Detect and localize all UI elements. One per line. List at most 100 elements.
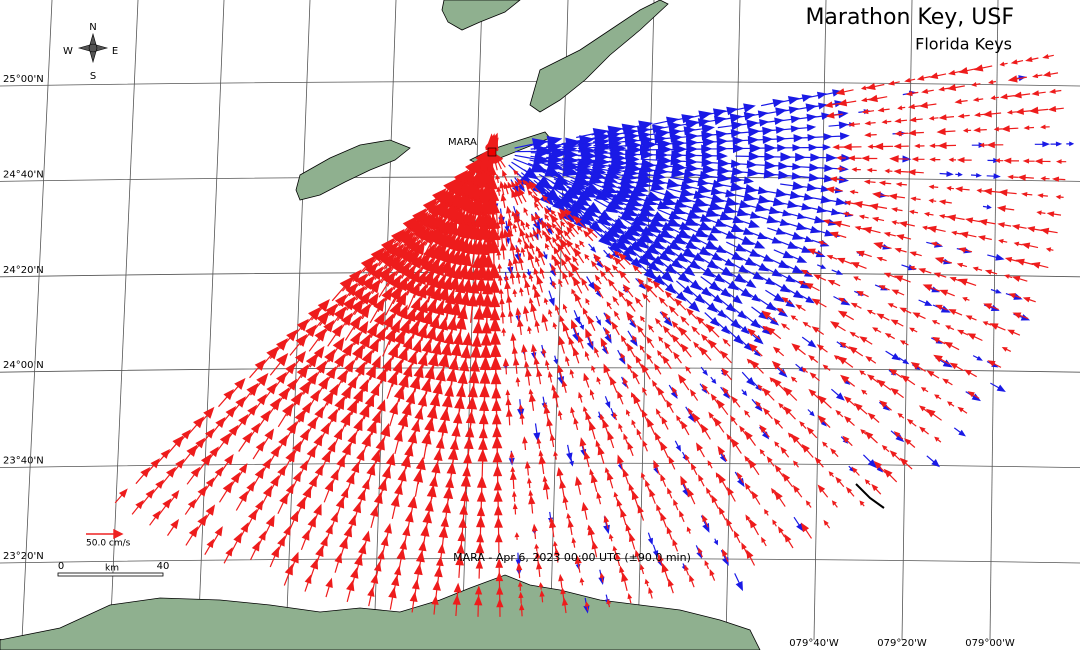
current-vector — [637, 278, 647, 289]
current-vector — [689, 389, 699, 401]
current-vector — [782, 472, 794, 488]
current-vector — [943, 341, 960, 351]
current-vector — [745, 194, 771, 204]
current-vector — [519, 286, 524, 297]
current-vector — [955, 171, 963, 177]
current-vector — [958, 247, 973, 253]
current-vector — [660, 203, 686, 215]
current-vector — [780, 446, 790, 458]
current-vector — [662, 230, 687, 245]
current-vector — [574, 476, 583, 495]
current-vector — [680, 475, 689, 493]
current-vector — [707, 210, 732, 221]
current-vector — [972, 97, 984, 102]
current-vector — [949, 362, 964, 371]
current-vector — [1036, 210, 1046, 216]
current-vector — [658, 296, 668, 307]
current-vector — [664, 290, 676, 302]
current-vector — [780, 181, 805, 191]
current-vector — [539, 589, 545, 603]
current-vector — [527, 325, 532, 334]
current-vector — [829, 231, 847, 239]
scale-unit: km — [105, 564, 119, 574]
current-vector — [577, 334, 584, 349]
current-vector — [700, 115, 727, 126]
current-vector — [612, 295, 620, 306]
current-vector — [925, 408, 942, 421]
current-vector — [686, 219, 713, 231]
current-vector — [1007, 75, 1028, 83]
current-vector — [761, 310, 778, 323]
current-vector — [502, 169, 508, 182]
current-vector — [984, 269, 998, 275]
current-vector — [893, 168, 909, 175]
current-vector — [929, 157, 941, 162]
lon-label: 079°20'W — [877, 638, 927, 649]
current-vector — [586, 226, 598, 239]
current-vector — [764, 508, 769, 516]
lon-line — [637, 0, 655, 641]
current-vector — [571, 262, 582, 280]
current-vector — [998, 189, 1017, 197]
current-vector — [530, 152, 563, 165]
current-vector — [829, 132, 850, 141]
current-vector — [541, 348, 547, 358]
current-vector — [557, 211, 569, 225]
current-vector — [957, 278, 977, 286]
current-vector — [545, 232, 554, 249]
current-vector — [158, 498, 172, 516]
current-vector — [561, 192, 588, 212]
current-vector — [562, 271, 569, 285]
current-vector — [688, 150, 714, 161]
current-vector — [660, 512, 667, 528]
current-vector — [780, 115, 801, 124]
current-vector — [607, 278, 618, 292]
current-vector — [827, 279, 841, 287]
current-vector — [873, 242, 892, 250]
current-vector — [499, 297, 505, 311]
current-vector — [883, 231, 896, 238]
current-vector — [767, 227, 786, 235]
current-vector — [1022, 158, 1035, 164]
current-vector — [574, 243, 581, 250]
current-vector — [962, 297, 970, 302]
current-vector — [516, 177, 525, 189]
current-vector — [744, 410, 751, 418]
current-vector — [608, 253, 615, 260]
current-vector — [802, 321, 812, 328]
current-vector — [864, 479, 871, 486]
current-vector — [509, 450, 515, 464]
current-vector — [1050, 141, 1063, 147]
current-vector — [658, 336, 664, 343]
current-vector — [719, 350, 732, 364]
current-vector — [277, 402, 294, 428]
current-vector — [541, 219, 551, 236]
current-vector — [647, 277, 654, 284]
current-vector — [656, 504, 662, 516]
current-vector — [593, 198, 619, 214]
current-vector — [800, 225, 821, 234]
current-vector — [864, 132, 877, 138]
current-vector — [613, 256, 626, 270]
current-vector — [628, 198, 656, 211]
current-vector — [699, 108, 727, 119]
current-vector — [837, 356, 854, 368]
current-vector — [639, 344, 645, 353]
current-vector — [641, 292, 651, 303]
current-vector — [926, 455, 941, 468]
current-vector — [939, 171, 954, 177]
current-vector — [907, 168, 924, 176]
current-vector — [954, 98, 968, 105]
current-vector — [455, 554, 465, 578]
current-vector — [551, 280, 557, 290]
current-vector — [919, 426, 929, 435]
current-vector — [572, 255, 579, 267]
current-vector — [773, 417, 784, 429]
current-vector — [807, 409, 815, 417]
current-vector — [683, 225, 709, 238]
lon-line — [813, 0, 827, 641]
current-vector — [561, 154, 597, 167]
current-vector — [828, 471, 835, 478]
current-vector — [670, 126, 696, 136]
current-vector — [556, 226, 567, 243]
